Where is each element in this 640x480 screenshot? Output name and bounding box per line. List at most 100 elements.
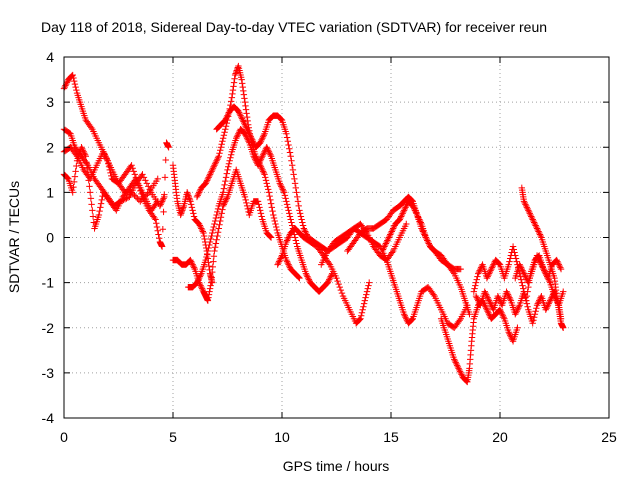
data-point <box>487 300 494 307</box>
data-point <box>254 198 262 205</box>
data-point <box>278 183 285 190</box>
data-point <box>301 226 308 234</box>
data-point <box>296 274 303 282</box>
data-point <box>484 294 491 301</box>
data-point <box>519 267 526 274</box>
data-point <box>81 151 89 158</box>
data-point <box>531 311 539 318</box>
data-point <box>70 77 78 85</box>
data-point <box>184 190 191 198</box>
data-point <box>285 234 292 241</box>
data-point <box>287 153 294 160</box>
data-point <box>218 141 225 148</box>
data-point <box>206 171 214 178</box>
data-point <box>517 264 525 271</box>
data-point <box>358 312 365 319</box>
data-point <box>546 277 553 285</box>
data-point <box>247 133 254 140</box>
data-point <box>506 258 513 265</box>
data-point <box>531 220 539 228</box>
data-point <box>263 144 270 151</box>
data-point <box>267 200 275 207</box>
data-point <box>360 300 368 307</box>
data-point <box>453 360 460 368</box>
data-point <box>203 250 211 258</box>
data-point <box>277 115 284 122</box>
data-point <box>72 151 80 158</box>
data-point <box>474 295 481 303</box>
data-point <box>214 154 222 161</box>
data-point <box>456 368 464 375</box>
data-point <box>504 289 511 297</box>
data-point <box>233 135 240 142</box>
data-point <box>70 183 77 191</box>
data-point <box>485 311 493 318</box>
data-point <box>221 129 228 136</box>
data-point <box>554 259 562 267</box>
data-point <box>474 273 481 280</box>
data-point <box>239 83 246 91</box>
data-point <box>388 249 396 256</box>
data-point <box>222 177 229 185</box>
data-point <box>196 222 204 229</box>
data-point <box>214 205 222 213</box>
data-point <box>472 292 480 300</box>
data-point <box>242 122 249 130</box>
y-tick-label: -4 <box>42 410 55 426</box>
data-point <box>545 300 552 307</box>
data-point <box>259 133 267 140</box>
data-point <box>260 169 268 177</box>
data-point <box>258 213 265 220</box>
data-point <box>285 261 292 268</box>
data-point <box>159 226 167 233</box>
data-point <box>206 241 213 249</box>
data-point <box>200 232 208 240</box>
data-point <box>381 241 389 249</box>
data-point <box>533 301 541 309</box>
data-point <box>383 238 390 246</box>
data-point <box>560 324 567 331</box>
data-point <box>401 205 409 213</box>
data-point <box>295 202 302 210</box>
data-point <box>538 261 545 268</box>
data-point <box>544 303 551 310</box>
data-point <box>241 119 248 127</box>
data-point <box>220 185 228 192</box>
data-point <box>210 223 217 231</box>
data-point <box>522 294 529 301</box>
data-point <box>61 83 68 91</box>
data-point <box>202 180 209 187</box>
data-point <box>221 199 228 207</box>
data-point <box>154 227 161 234</box>
data-point <box>222 122 230 130</box>
data-point <box>485 270 493 277</box>
data-point <box>128 162 135 169</box>
data-point <box>235 107 242 115</box>
data-point <box>259 135 266 142</box>
data-point <box>243 126 251 133</box>
data-point <box>408 316 416 323</box>
data-point <box>536 258 544 265</box>
data-point <box>416 216 423 223</box>
data-point <box>234 132 241 139</box>
data-point <box>209 268 216 276</box>
data-point <box>481 288 488 295</box>
data-point <box>217 213 225 221</box>
data-point <box>295 274 302 281</box>
data-point <box>300 225 307 232</box>
data-point <box>381 243 388 250</box>
data-point <box>485 309 492 316</box>
x-tick-label: 5 <box>169 429 177 445</box>
data-point <box>186 195 193 202</box>
data-point <box>108 172 115 180</box>
data-point <box>390 223 398 231</box>
data-point <box>496 295 503 303</box>
data-point <box>206 172 213 180</box>
x-tick-label: 15 <box>383 429 399 445</box>
data-point <box>498 309 505 316</box>
data-point <box>240 118 247 125</box>
data-point <box>325 259 333 267</box>
data-point <box>324 279 331 286</box>
data-point <box>361 297 369 304</box>
data-point <box>196 187 204 195</box>
